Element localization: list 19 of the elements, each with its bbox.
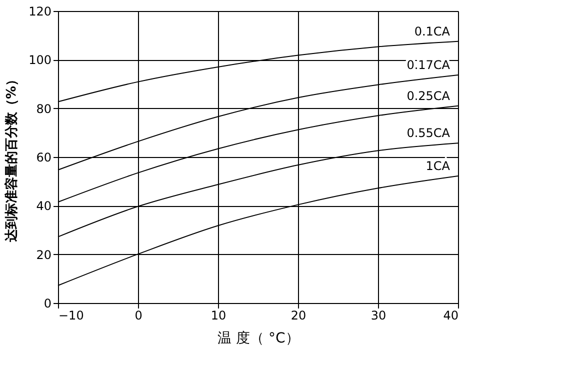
y-tick-label: 100 [28,53,52,68]
x-tick-label: 40 [443,308,458,322]
y-tick-label: 0 [44,296,52,310]
series-label: 1CA [426,158,451,173]
y-tick-label: 60 [36,150,52,164]
x-tick-label: −10 [58,308,84,322]
y-tick-label: 20 [36,248,52,262]
x-tick-label: 10 [210,308,226,322]
y-tick-label: 40 [36,199,52,214]
x-tick-label: 0 [134,308,142,322]
series-label: 0.55CA [406,126,451,140]
series-label: 0.25CA [406,88,451,103]
y-tick-label: 80 [36,102,52,116]
x-axis-title: 温 度（ °C） [218,330,300,346]
x-tick-label: 20 [290,308,306,322]
y-tick-label: 120 [28,4,52,18]
series-label: 0.1CA [414,24,451,38]
x-tick-label: 30 [370,308,386,322]
y-axis-title: 达到标准容量的百分数（%） [4,72,20,244]
